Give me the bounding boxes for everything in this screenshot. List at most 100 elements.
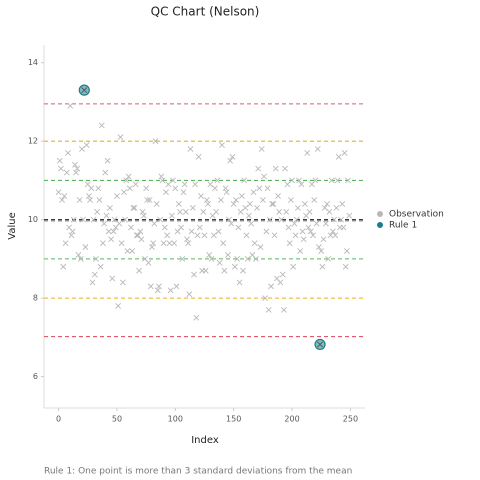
observation-point <box>114 193 120 200</box>
observation-point <box>119 279 126 286</box>
observation-point <box>158 173 165 180</box>
observation-point <box>233 197 239 203</box>
observation-point <box>192 181 199 188</box>
observation-point <box>96 197 103 203</box>
observation-point <box>314 146 321 152</box>
chart-title: QC Chart (Nelson) <box>151 5 260 19</box>
observation-point <box>55 189 62 196</box>
observation-point <box>215 228 222 235</box>
observation-point <box>178 224 185 231</box>
observation-point <box>188 228 195 235</box>
observation-point <box>307 228 314 235</box>
observation-point <box>304 150 311 156</box>
observation-point <box>214 177 221 184</box>
observation-point <box>258 146 265 152</box>
observation-point <box>123 177 130 184</box>
observation-point <box>145 259 152 266</box>
y-tick-label: 10 <box>28 215 38 224</box>
observation-point <box>279 271 286 278</box>
observation-point <box>79 146 85 152</box>
observation-point <box>185 240 192 247</box>
observation-point <box>150 240 157 247</box>
observation-point <box>280 306 287 313</box>
annotation: Rule 1: One point is more than 3 standar… <box>44 467 352 477</box>
observation-point <box>339 201 346 207</box>
observation-point <box>83 142 90 148</box>
observation-point <box>126 185 133 192</box>
observation-point <box>138 236 145 243</box>
observation-point <box>109 275 116 282</box>
observation-point <box>270 201 277 207</box>
observation-point <box>212 185 218 192</box>
observation-point <box>300 236 307 243</box>
observation-point <box>206 252 213 258</box>
observation-point <box>237 208 244 215</box>
y-tick-label: 14 <box>28 58 38 67</box>
observation-point <box>345 177 351 184</box>
observation-point <box>122 216 129 223</box>
observation-point <box>315 244 322 251</box>
observation-point <box>182 208 189 215</box>
observation-point <box>130 204 137 211</box>
observation-point <box>271 232 278 239</box>
observation-point <box>297 248 304 254</box>
observation-point <box>284 181 291 188</box>
observation-point <box>207 181 214 188</box>
observation-point <box>301 201 308 207</box>
rule-point-cross <box>81 87 88 94</box>
observation-point <box>139 208 146 215</box>
observation-point <box>157 216 164 223</box>
observation-point <box>250 189 257 196</box>
observation-point <box>202 267 209 274</box>
observation-point <box>93 255 99 262</box>
observation-point <box>172 185 179 192</box>
legend-swatch <box>377 211 383 217</box>
observation-point <box>289 177 295 184</box>
observation-point <box>346 212 353 219</box>
observation-point <box>129 248 136 254</box>
observation-point <box>105 228 112 235</box>
observation-point <box>242 204 249 211</box>
observation-point <box>223 189 230 196</box>
observation-point <box>219 142 225 148</box>
observation-point <box>63 169 70 176</box>
observation-point <box>175 201 182 207</box>
observation-point <box>325 255 332 262</box>
x-tick-label: 150 <box>226 415 241 424</box>
observation-point <box>75 252 82 258</box>
observation-point <box>170 177 176 184</box>
observation-point <box>287 197 294 203</box>
observation-point <box>104 157 111 164</box>
observation-point <box>72 161 78 168</box>
observation-point <box>58 165 64 172</box>
observation-point <box>163 189 169 196</box>
observation-point <box>338 216 344 223</box>
observation-point <box>299 228 306 235</box>
observation-point <box>254 204 260 211</box>
observation-point <box>165 181 172 188</box>
observation-point <box>311 197 318 203</box>
observation-point <box>210 232 217 239</box>
observation-point <box>235 224 242 231</box>
observation-point <box>125 173 132 180</box>
observation-point <box>213 208 220 215</box>
legend-label: Rule 1 <box>389 221 417 231</box>
observation-point <box>152 138 159 145</box>
observation-point <box>201 232 208 239</box>
observation-point <box>329 228 336 235</box>
observation-point <box>144 197 151 203</box>
observation-point <box>124 248 131 254</box>
observation-point <box>70 216 77 223</box>
observation-point <box>59 197 66 203</box>
observation-point <box>97 263 104 270</box>
observation-point <box>341 150 348 156</box>
observation-point <box>166 240 173 247</box>
observation-point <box>277 279 284 286</box>
observation-point <box>111 216 118 223</box>
observation-point <box>313 220 320 227</box>
observation-point <box>306 208 313 215</box>
observation-point <box>236 279 243 286</box>
observation-point <box>86 193 92 200</box>
observation-point <box>282 165 288 172</box>
observation-point <box>217 197 224 203</box>
